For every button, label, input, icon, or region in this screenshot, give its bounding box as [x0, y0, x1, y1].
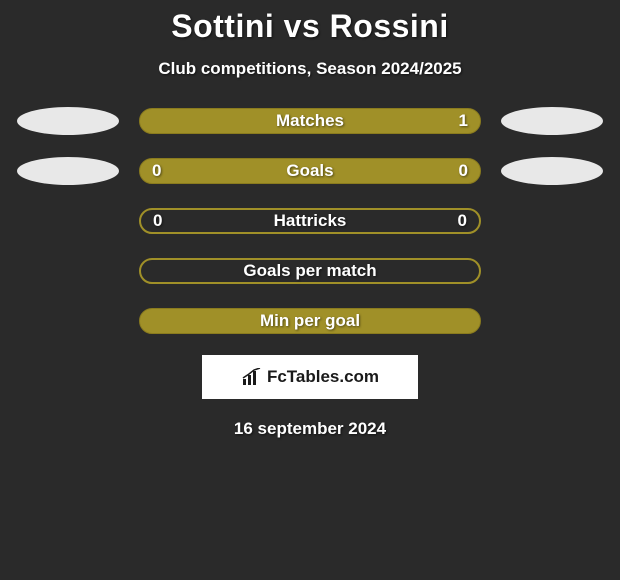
spacer	[501, 257, 603, 285]
spacer	[17, 307, 119, 335]
spacer	[17, 207, 119, 235]
stat-right-value: 0	[459, 161, 468, 181]
stat-row-goals-per-match: Goals per match	[0, 257, 620, 285]
spacer	[17, 257, 119, 285]
stat-bar-goals-per-match: Goals per match	[139, 258, 481, 284]
stat-bar-matches: Matches 1	[139, 108, 481, 134]
stat-label: Hattricks	[274, 211, 347, 231]
stat-row-goals: 0 Goals 0	[0, 157, 620, 185]
page-subtitle: Club competitions, Season 2024/2025	[158, 59, 461, 79]
chart-icon	[241, 368, 263, 386]
stat-label: Matches	[276, 111, 344, 131]
stat-right-value: 1	[459, 111, 468, 131]
stat-right-value: 0	[458, 211, 467, 231]
player-left-avatar	[17, 107, 119, 135]
stat-bar-min-per-goal: Min per goal	[139, 308, 481, 334]
stat-label: Min per goal	[260, 311, 360, 331]
stat-row-min-per-goal: Min per goal	[0, 307, 620, 335]
stat-label: Goals per match	[243, 261, 376, 281]
logo-text: FcTables.com	[267, 367, 379, 387]
player-right-avatar	[501, 107, 603, 135]
stat-left-value: 0	[153, 211, 162, 231]
stat-bar-goals: 0 Goals 0	[139, 158, 481, 184]
player-right-avatar	[501, 157, 603, 185]
stat-bar-hattricks: 0 Hattricks 0	[139, 208, 481, 234]
generated-date: 16 september 2024	[234, 419, 386, 439]
player-left-avatar	[17, 157, 119, 185]
page-title: Sottini vs Rossini	[171, 8, 448, 45]
spacer	[501, 207, 603, 235]
stat-label: Goals	[286, 161, 333, 181]
stat-row-hattricks: 0 Hattricks 0	[0, 207, 620, 235]
stat-row-matches: Matches 1	[0, 107, 620, 135]
source-logo[interactable]: FcTables.com	[202, 355, 418, 399]
stat-left-value: 0	[152, 161, 161, 181]
stats-area: Matches 1 0 Goals 0 0 Hattricks 0	[0, 107, 620, 335]
spacer	[501, 307, 603, 335]
comparison-widget: Sottini vs Rossini Club competitions, Se…	[0, 0, 620, 580]
